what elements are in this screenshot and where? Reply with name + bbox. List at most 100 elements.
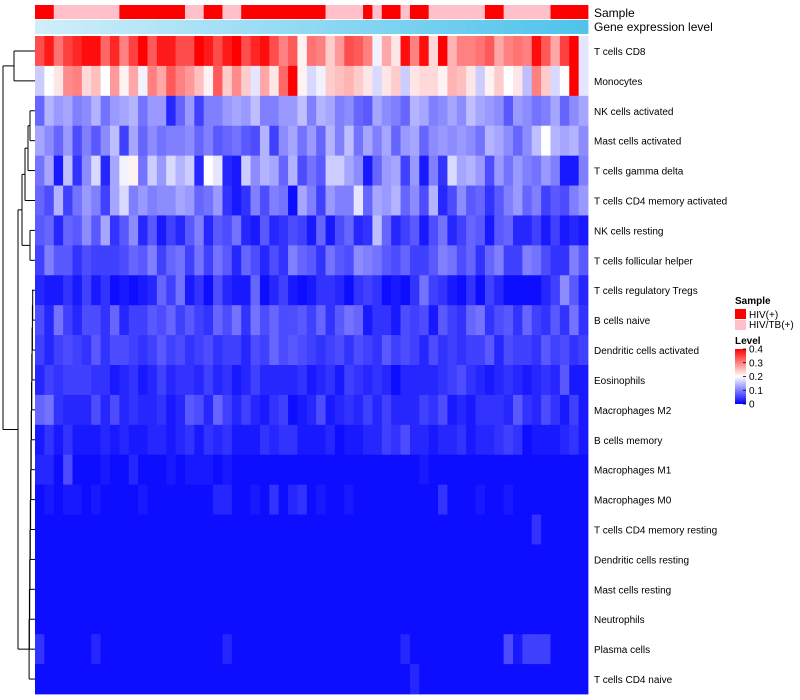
heatmap-cell (63, 215, 73, 246)
heatmap-cell (541, 574, 551, 605)
heatmap-cell (428, 664, 439, 695)
heatmap-cell (213, 95, 223, 127)
heatmap-cell (513, 394, 523, 426)
heatmap-cell (438, 36, 448, 67)
heatmap-cell (269, 275, 280, 306)
heatmap-cell (316, 305, 326, 336)
heatmap-cell (184, 185, 195, 216)
heatmap-cell (409, 215, 420, 246)
gene-expression-cell (550, 20, 561, 34)
heatmap-cell (297, 424, 308, 456)
heatmap-cell (409, 424, 420, 456)
heatmap-cell (175, 664, 186, 695)
heatmap-cell (194, 365, 205, 396)
heatmap-cell (147, 484, 158, 515)
heatmap-cell (156, 514, 167, 545)
heatmap-cell (100, 365, 111, 396)
heatmap-cell (466, 365, 476, 396)
heatmap-cell (269, 424, 280, 456)
heatmap-cell (541, 125, 551, 157)
heatmap-cell (353, 65, 364, 97)
heatmap-cell (400, 604, 411, 635)
heatmap-cell (475, 604, 486, 635)
heatmap-cell (316, 514, 326, 545)
heatmap-cell (409, 125, 420, 157)
heatmap-cell (175, 365, 186, 396)
heatmap-cell (184, 664, 195, 695)
heatmap-cell (503, 275, 514, 306)
heatmap-cell (353, 36, 364, 67)
heatmap-cell (559, 664, 570, 695)
heatmap-cell (466, 245, 476, 276)
heatmap-cell (241, 215, 251, 246)
heatmap-cell (44, 365, 55, 396)
heatmap-cell (353, 335, 364, 366)
heatmap-cell (194, 424, 205, 456)
row-label: Plasma cells (594, 645, 650, 656)
sample-annotation-cell (288, 5, 298, 19)
heatmap-cell (278, 65, 289, 97)
heatmap-cell (306, 604, 317, 635)
heatmap-cell (475, 574, 486, 605)
heatmap-cell (494, 514, 505, 545)
heatmap-cell (184, 424, 195, 456)
heatmap-cell (522, 365, 533, 396)
heatmap-cell (503, 574, 514, 605)
heatmap-cell (334, 365, 345, 396)
heatmap-cell (513, 574, 523, 605)
heatmap-cell (231, 574, 242, 605)
heatmap-cell (81, 664, 92, 695)
heatmap-cell (466, 394, 476, 426)
heatmap-cell (334, 125, 345, 157)
heatmap-cell (475, 155, 486, 186)
heatmap-cell (419, 95, 430, 127)
heatmap-cell (391, 604, 401, 635)
heatmap-cell (372, 155, 383, 186)
heatmap-cell (44, 155, 55, 186)
heatmap-cell (109, 95, 120, 127)
heatmap-cell (494, 454, 505, 486)
heatmap-cell (391, 305, 401, 336)
legend-label-hivtb: HIV/TB(+) (749, 320, 794, 331)
heatmap-cell (344, 95, 355, 127)
heatmap-cell (306, 125, 317, 157)
heatmap-cell (100, 634, 111, 665)
heatmap-cell (578, 245, 589, 276)
legend-level-ticks: 0.4 0.3 0.2 0.1 0 (743, 345, 763, 411)
heatmap-cell (569, 185, 580, 216)
heatmap-cell (250, 305, 261, 336)
heatmap-cell (400, 36, 411, 67)
heatmap-cell (475, 305, 486, 336)
heatmap-cell (288, 215, 298, 246)
heatmap-cell (494, 65, 505, 97)
heatmap-cell (531, 335, 542, 366)
heatmap-cell (344, 245, 355, 276)
heatmap-cell (166, 36, 176, 67)
heatmap-cell (128, 185, 139, 216)
heatmap-cell (288, 454, 298, 486)
heatmap-cell (147, 65, 158, 97)
heatmap-cell (269, 65, 280, 97)
heatmap-cell (334, 245, 345, 276)
heatmap-cell (128, 544, 139, 575)
gene-expression-cell (503, 20, 514, 34)
heatmap-cell (241, 245, 251, 276)
heatmap-cell (128, 514, 139, 545)
heatmap-cell (250, 125, 261, 157)
heatmap-cell (81, 185, 92, 216)
heatmap-cell (344, 335, 355, 366)
heatmap-cell (241, 185, 251, 216)
heatmap-cell (288, 664, 298, 695)
heatmap-cell (119, 95, 130, 127)
heatmap-cell (494, 544, 505, 575)
heatmap-cell (222, 245, 233, 276)
heatmap-cell (44, 36, 55, 67)
heatmap-cell (44, 305, 55, 336)
heatmap-cell (241, 424, 251, 456)
heatmap-cell (503, 245, 514, 276)
heatmap-cell (81, 574, 92, 605)
heatmap-cell (334, 664, 345, 695)
heatmap-cell (91, 125, 102, 157)
heatmap-cell (100, 275, 111, 306)
heatmap-cell (578, 454, 589, 486)
